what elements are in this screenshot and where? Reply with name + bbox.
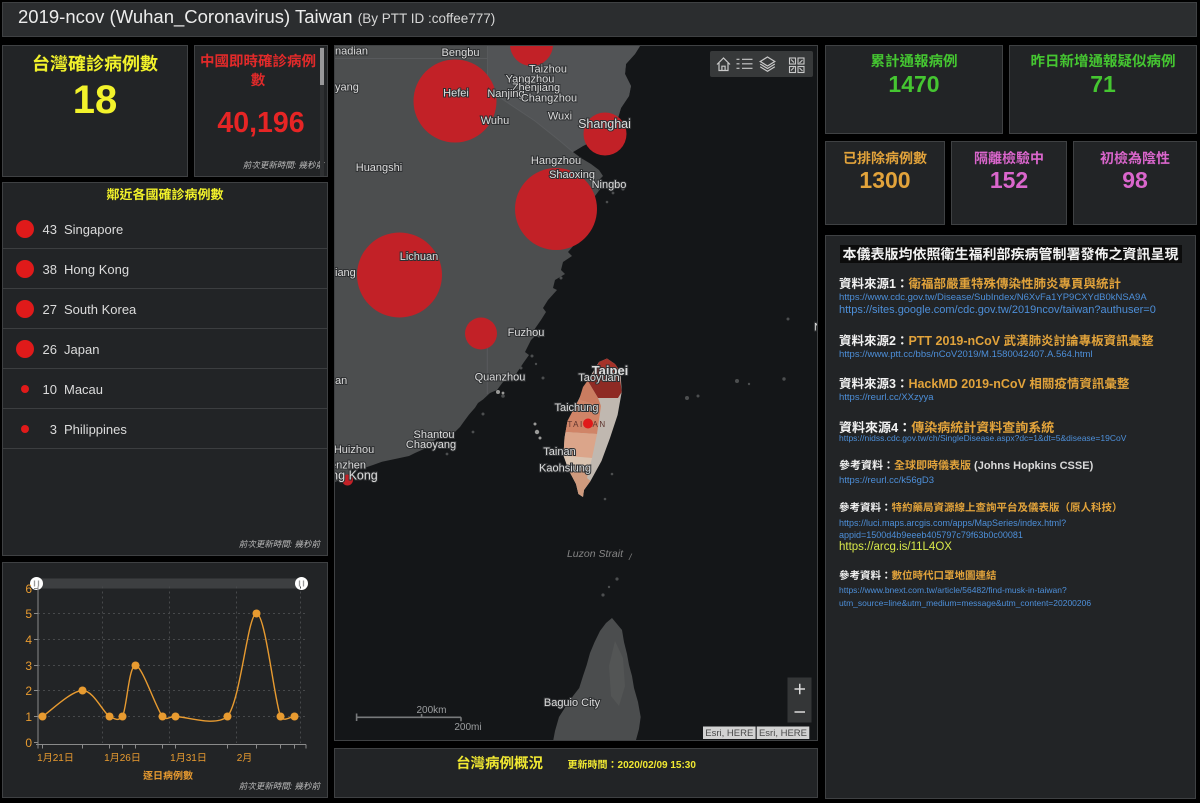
svg-text:Huizhou: Huizhou [335,444,374,456]
svg-text:1月31日: 1月31日 [170,753,207,764]
svg-text:200km: 200km [416,705,446,716]
svg-text:Shanghai: Shanghai [578,117,631,131]
svg-text:enzhen: enzhen [335,460,366,472]
svg-text:yang: yang [335,82,359,94]
svg-text:Shaoxing: Shaoxing [549,169,595,181]
svg-text:1月26日: 1月26日 [104,753,141,764]
svg-text:/: / [628,552,633,562]
svg-text:逐日病例數: 逐日病例數 [143,770,193,782]
svg-text:Luzon Strait: Luzon Strait [567,548,624,560]
svg-text:200mi: 200mi [454,722,481,733]
svg-text:ong Kong: ong Kong [335,469,378,483]
svg-text:Hefei: Hefei [443,88,469,100]
svg-text:Taichung: Taichung [554,402,598,414]
svg-text:0: 0 [25,736,32,750]
svg-text:Esri, HERE: Esri, HERE [759,728,807,739]
svg-text:Taipei: Taipei [592,363,629,378]
svg-text:Yangzhou: Yangzhou [506,74,555,86]
svg-text:Baguio City: Baguio City [544,697,601,709]
svg-text:iang: iang [335,267,356,279]
svg-text:Zhenjiang: Zhenjiang [512,82,560,94]
svg-text:Hangzhou: Hangzhou [531,155,581,167]
svg-text:5: 5 [25,607,32,621]
svg-text:4: 4 [25,633,32,647]
svg-text:Huangshi: Huangshi [356,162,402,174]
svg-text:6: 6 [25,582,32,596]
svg-text:Esri, HERE: Esri, HERE [705,728,753,739]
svg-text:Quanzhou: Quanzhou [475,372,526,384]
svg-text:2: 2 [25,684,32,698]
svg-text:Ningbo: Ningbo [592,179,627,191]
svg-text:Chaoyang: Chaoyang [406,439,456,451]
svg-text:Kaohsiung: Kaohsiung [539,463,591,475]
svg-text:Nanjing: Nanjing [487,88,524,100]
svg-text:nadian: nadian [335,46,368,58]
svg-text:Wuhu: Wuhu [481,115,510,127]
svg-text:Shantou: Shantou [414,429,455,441]
svg-text:1: 1 [25,710,32,724]
svg-text:Tainan: Tainan [543,446,575,458]
svg-text:Changzhou: Changzhou [521,93,577,105]
svg-text:2月: 2月 [237,753,253,764]
svg-text:an: an [335,375,347,387]
svg-text:Bengbu: Bengbu [442,47,480,59]
svg-text:Lichuan: Lichuan [400,251,439,263]
svg-text:3: 3 [25,659,32,673]
svg-text:Taoyuan: Taoyuan [578,372,620,384]
svg-text:Taizhou: Taizhou [529,64,567,76]
svg-text:1月21日: 1月21日 [37,753,74,764]
svg-text:Wuxi: Wuxi [548,111,572,123]
svg-text:Fuzhou: Fuzhou [508,327,545,339]
svg-text:N: N [814,322,817,334]
